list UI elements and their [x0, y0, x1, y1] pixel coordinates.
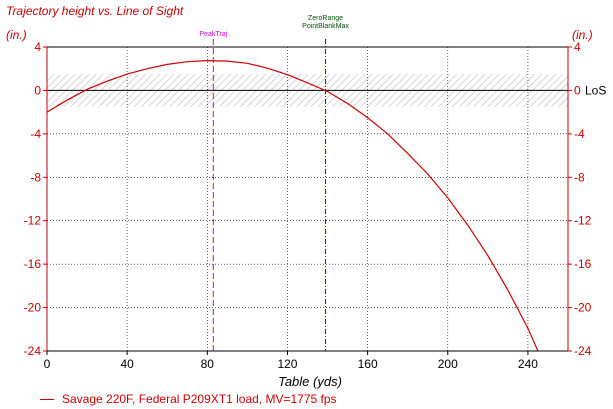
y-tick-right--20: -20	[574, 301, 592, 315]
x-tick-200: 200	[438, 357, 458, 371]
y-tick-right--4: -4	[574, 127, 585, 141]
y-axis-right-unit: (in.)	[572, 28, 593, 42]
chart-title: Trajectory height vs. Line of Sight	[6, 4, 184, 18]
los-label: LoS	[585, 83, 606, 97]
y-tick-right-0: 0	[574, 83, 581, 97]
x-axis-label: Table (yds)	[278, 374, 342, 389]
legend: Savage 220F, Federal P209XT1 load, MV=17…	[40, 392, 337, 406]
y-tick-left--12: -12	[24, 214, 42, 228]
x-tick-160: 160	[358, 357, 378, 371]
y-tick-left-0: 0	[34, 83, 41, 97]
y-tick-right-4: 4	[574, 40, 581, 54]
x-tick-240: 240	[518, 357, 538, 371]
y-tick-left--16: -16	[24, 257, 42, 271]
y-tick-right--8: -8	[574, 170, 585, 184]
axes	[46, 46, 569, 352]
grid	[47, 47, 568, 351]
y-tick-right--12: -12	[574, 214, 592, 228]
x-tick-40: 40	[120, 357, 134, 371]
x-tick-80: 80	[201, 357, 215, 371]
series-layer	[46, 59, 539, 352]
y-tick-left--4: -4	[30, 127, 41, 141]
y-tick-left--20: -20	[24, 301, 42, 315]
marker-label-0: PeakTraj	[199, 31, 227, 38]
tick-labels: 4 40 0-4 -4-8 -8-12 -12-16 -16-20 -20-24 -24LoS0…	[24, 40, 607, 371]
y-tick-left--8: -8	[30, 170, 41, 184]
series-line-0	[46, 59, 539, 352]
y-tick-right--24: -24	[574, 344, 592, 358]
y-tick-left-4: 4	[34, 40, 41, 54]
y-axis-left-unit: (in.)	[6, 28, 27, 42]
y-tick-right--16: -16	[574, 257, 592, 271]
x-tick-120: 120	[277, 357, 297, 371]
y-tick-left--24: -24	[24, 344, 42, 358]
legend-label: Savage 220F, Federal P209XT1 load, MV=17…	[62, 392, 337, 406]
x-tick-0: 0	[44, 357, 51, 371]
marker-label-1: ZeroRange	[308, 15, 343, 22]
legend-swatch	[40, 399, 54, 401]
marker-label-2: PointBlankMax	[302, 23, 349, 30]
